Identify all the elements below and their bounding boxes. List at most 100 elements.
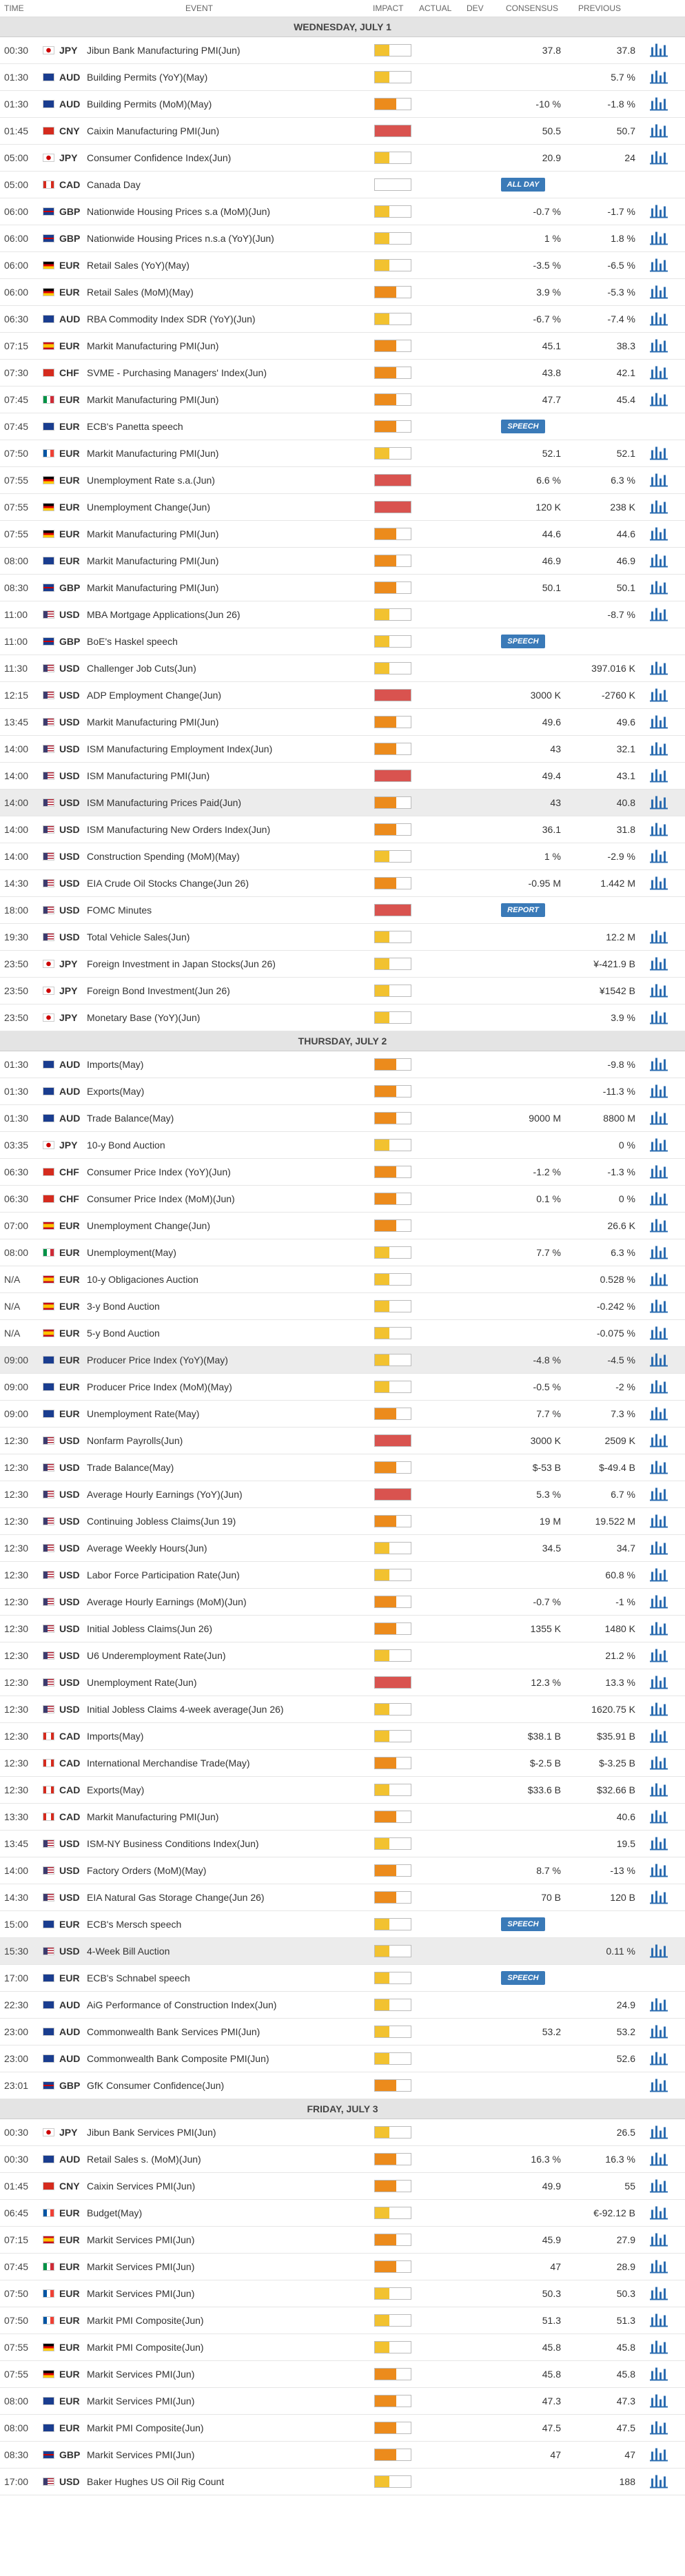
chart-icon[interactable] — [650, 2393, 669, 2410]
chart-icon[interactable] — [650, 1271, 669, 1288]
event-row: 00:30 JPY Jibun Bank Manufacturing PMI(Jun… — [0, 37, 685, 64]
chart-icon[interactable] — [650, 1540, 669, 1557]
chart-icon[interactable] — [650, 2446, 669, 2464]
chart-icon[interactable] — [650, 714, 669, 731]
previous: $-49.4 B — [599, 1462, 635, 1473]
impact-fill — [375, 1838, 389, 1849]
chart-icon[interactable] — [650, 660, 669, 677]
chart-icon[interactable] — [650, 96, 669, 113]
chart-icon[interactable] — [650, 2023, 669, 2041]
chart-icon[interactable] — [650, 1862, 669, 1879]
chart-icon[interactable] — [650, 821, 669, 838]
chart-icon[interactable] — [650, 579, 669, 597]
consensus: 45.8 — [542, 2369, 561, 2380]
chart-icon[interactable] — [650, 1083, 669, 1100]
event-time: 12:30 — [4, 1623, 29, 1634]
chart-icon[interactable] — [650, 1352, 669, 1369]
impact-fill — [375, 905, 411, 916]
chart-icon[interactable] — [650, 1889, 669, 1906]
currency: CNY — [59, 2181, 80, 2192]
chart-icon[interactable] — [650, 2258, 669, 2276]
chart-icon[interactable] — [650, 2285, 669, 2302]
country-flag — [43, 987, 54, 995]
chart-icon[interactable] — [650, 1782, 669, 1799]
chart-icon[interactable] — [650, 1217, 669, 1235]
chart-icon[interactable] — [650, 526, 669, 543]
chart-icon[interactable] — [650, 1943, 669, 1960]
chart-icon[interactable] — [650, 472, 669, 489]
chart-icon[interactable] — [650, 42, 669, 59]
chart-icon[interactable] — [650, 848, 669, 865]
chart-icon[interactable] — [650, 2420, 669, 2437]
chart-icon[interactable] — [650, 284, 669, 301]
chart-icon[interactable] — [650, 2205, 669, 2222]
event-time: 14:00 — [4, 743, 29, 754]
chart-icon[interactable] — [650, 1459, 669, 1476]
chart-icon[interactable] — [650, 606, 669, 624]
chart-icon[interactable] — [650, 1755, 669, 1772]
chart-icon[interactable] — [650, 956, 669, 973]
previous: 3.9 % — [611, 1012, 635, 1023]
chart-icon[interactable] — [650, 123, 669, 140]
currency: EUR — [59, 2288, 80, 2299]
chart-icon[interactable] — [650, 687, 669, 704]
chart-icon[interactable] — [650, 1701, 669, 1718]
consensus: 120 K — [535, 502, 561, 513]
chart-icon[interactable] — [650, 1137, 669, 1154]
chart-icon[interactable] — [650, 1164, 669, 1181]
country-flag — [43, 1222, 54, 1230]
chart-icon[interactable] — [650, 1674, 669, 1691]
chart-icon[interactable] — [650, 2124, 669, 2141]
chart-icon[interactable] — [650, 1513, 669, 1530]
chart-icon[interactable] — [650, 1594, 669, 1611]
chart-icon[interactable] — [650, 1835, 669, 1853]
chart-icon[interactable] — [650, 2366, 669, 2383]
chart-icon[interactable] — [650, 1298, 669, 1315]
chart-icon[interactable] — [650, 767, 669, 785]
chart-icon[interactable] — [650, 311, 669, 328]
chart-icon[interactable] — [650, 553, 669, 570]
chart-icon[interactable] — [650, 445, 669, 462]
chart-icon[interactable] — [650, 2232, 669, 2249]
chart-icon[interactable] — [650, 2178, 669, 2195]
chart-icon[interactable] — [650, 1325, 669, 1342]
chart-icon[interactable] — [650, 338, 669, 355]
chart-icon[interactable] — [650, 1244, 669, 1261]
chart-icon[interactable] — [650, 2473, 669, 2491]
chart-icon[interactable] — [650, 2077, 669, 2094]
chart-icon[interactable] — [650, 69, 669, 86]
chart-icon[interactable] — [650, 230, 669, 247]
chart-icon[interactable] — [650, 2339, 669, 2356]
chart-icon[interactable] — [650, 1647, 669, 1665]
chart-icon[interactable] — [650, 2050, 669, 2068]
chart-icon[interactable] — [650, 1056, 669, 1073]
chart-icon[interactable] — [650, 257, 669, 274]
chart-icon[interactable] — [650, 929, 669, 946]
chart-icon[interactable] — [650, 1432, 669, 1450]
chart-icon[interactable] — [650, 1405, 669, 1423]
chart-icon[interactable] — [650, 364, 669, 382]
chart-icon[interactable] — [650, 1379, 669, 1396]
chart-icon[interactable] — [650, 982, 669, 1000]
chart-icon[interactable] — [650, 1486, 669, 1503]
chart-icon[interactable] — [650, 1997, 669, 2014]
chart-icon[interactable] — [650, 1728, 669, 1745]
chart-icon[interactable] — [650, 2151, 669, 2168]
chart-icon[interactable] — [650, 741, 669, 758]
chart-icon[interactable] — [650, 1191, 669, 1208]
chart-icon[interactable] — [650, 150, 669, 167]
chart-icon[interactable] — [650, 203, 669, 220]
chart-icon[interactable] — [650, 1110, 669, 1127]
chart-icon[interactable] — [650, 794, 669, 812]
chart-icon[interactable] — [650, 1809, 669, 1826]
impact-fill — [375, 1919, 389, 1930]
chart-icon[interactable] — [650, 499, 669, 516]
chart-icon[interactable] — [650, 1567, 669, 1584]
chart-icon[interactable] — [650, 391, 669, 409]
country-flag — [43, 395, 54, 404]
chart-icon[interactable] — [650, 2312, 669, 2329]
chart-icon[interactable] — [650, 1009, 669, 1027]
chart-icon[interactable] — [650, 875, 669, 892]
chart-icon[interactable] — [650, 1620, 669, 1638]
impact-bar — [374, 340, 411, 352]
